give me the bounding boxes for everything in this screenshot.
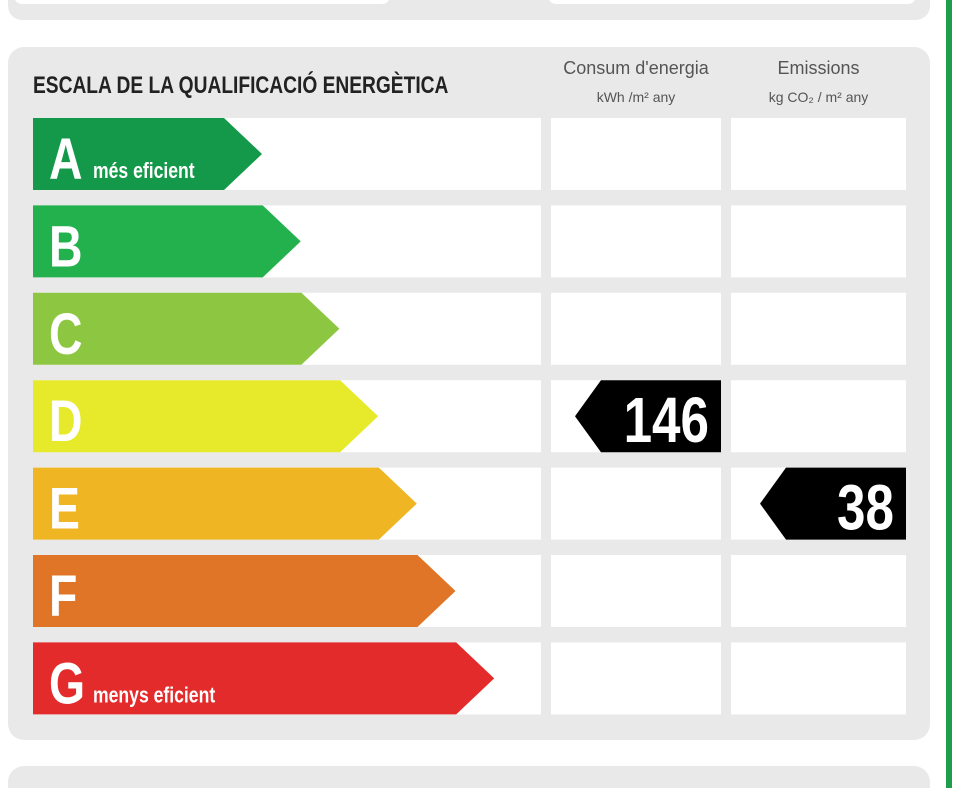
class-letter: G bbox=[49, 651, 85, 716]
cell bbox=[731, 205, 906, 278]
rating-value: 38 bbox=[837, 473, 894, 544]
cell bbox=[731, 555, 906, 627]
class-arrow bbox=[33, 118, 262, 190]
top-field bbox=[549, 0, 915, 4]
cell bbox=[731, 642, 906, 715]
column-unit: kg CO₂ / m² any bbox=[769, 89, 869, 105]
label-title: ESCALA DE LA QUALIFICACIÓ ENERGÈTICA bbox=[33, 71, 449, 99]
cell bbox=[551, 467, 721, 540]
class-letter: A bbox=[49, 127, 83, 192]
class-arrow bbox=[33, 380, 379, 453]
class-letter: B bbox=[49, 214, 83, 279]
class-letter: D bbox=[49, 389, 83, 454]
cell bbox=[551, 292, 721, 365]
column-title: Emissions bbox=[777, 58, 859, 78]
class-letter: C bbox=[49, 302, 83, 367]
cell bbox=[551, 642, 721, 715]
top-card bbox=[8, 0, 930, 20]
rating-value: 146 bbox=[624, 386, 709, 457]
cell bbox=[731, 118, 906, 190]
rating-marker bbox=[760, 467, 906, 540]
rating-marker bbox=[575, 380, 721, 453]
cell bbox=[731, 292, 906, 365]
class-label: menys eficient bbox=[93, 684, 216, 708]
cell bbox=[551, 555, 721, 627]
side-bar bbox=[946, 0, 952, 788]
class-arrow bbox=[33, 205, 301, 278]
class-label: més eficient bbox=[93, 159, 195, 183]
cell bbox=[551, 205, 721, 278]
registre-card bbox=[8, 766, 930, 788]
cell bbox=[731, 380, 906, 453]
cell bbox=[551, 118, 721, 190]
class-letter: F bbox=[49, 564, 77, 629]
class-arrow bbox=[33, 467, 417, 540]
top-field bbox=[15, 0, 389, 4]
class-arrow bbox=[33, 292, 340, 365]
class-arrow bbox=[33, 642, 495, 715]
column-unit: kWh /m² any bbox=[597, 89, 676, 105]
column-title: Consum d'energia bbox=[563, 58, 710, 78]
next-section-title: REGISTRE bbox=[33, 785, 107, 788]
class-arrow bbox=[33, 555, 456, 627]
class-letter: E bbox=[49, 477, 80, 542]
